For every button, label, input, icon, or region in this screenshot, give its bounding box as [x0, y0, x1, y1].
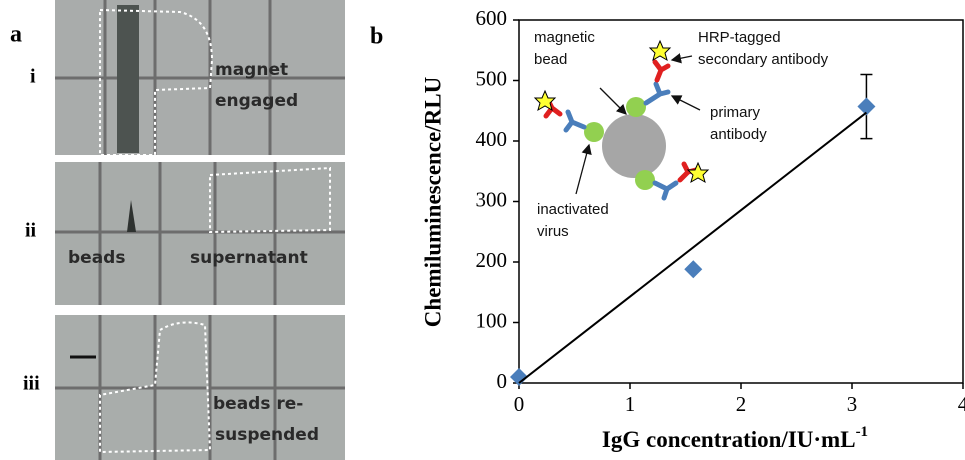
photo-caption: suspended [215, 425, 319, 445]
annotation: inactivated [537, 201, 609, 218]
y-tick-label: 100 [476, 308, 508, 332]
annotation: primary [710, 104, 761, 121]
annotation: secondary antibody [698, 51, 829, 68]
trend-line [519, 113, 866, 383]
y-tick-label: 0 [497, 369, 508, 393]
x-tick-label: 1 [625, 392, 636, 416]
photo-caption: beads re- [213, 394, 303, 414]
photo-caption: supernatant [190, 248, 308, 268]
y-tick-label: 600 [476, 6, 508, 30]
annotation: magnetic [534, 29, 595, 46]
annotation: bead [534, 51, 567, 68]
panel-label: a [10, 22, 22, 48]
photo-caption: beads [68, 248, 125, 268]
row-label: ii [25, 220, 37, 242]
row-label: iii [23, 373, 40, 395]
x-axis-label: IgG concentration/IU·mL-1 [602, 424, 868, 452]
x-axis-label-superscript: -1 [856, 424, 869, 440]
photo-caption: magnet [215, 60, 288, 80]
row-label: i [30, 66, 36, 88]
y-tick-label: 300 [476, 187, 508, 211]
annotation: HRP-tagged [698, 29, 781, 46]
photo-caption: engaged [215, 91, 298, 111]
photo-ii [55, 162, 345, 305]
x-tick-label: 0 [514, 392, 525, 416]
figure: a b Chemiluminescence/RLU IgG concentrat… [0, 0, 965, 460]
x-tick-label: 4 [958, 392, 965, 416]
x-tick-label: 3 [847, 392, 858, 416]
y-tick-label: 200 [476, 248, 508, 272]
data-point [684, 260, 702, 278]
y-tick-label: 400 [476, 127, 508, 151]
x-axis-label-text: IgG concentration/IU·mL [602, 427, 856, 452]
annotation: antibody [710, 126, 767, 143]
panel-label: b [370, 24, 383, 50]
photo-i [55, 0, 345, 155]
annotation: virus [537, 223, 569, 240]
x-tick-label: 2 [736, 392, 747, 416]
y-tick-label: 500 [476, 66, 508, 90]
y-axis-label: Chemiluminescence/RLU [420, 76, 445, 327]
